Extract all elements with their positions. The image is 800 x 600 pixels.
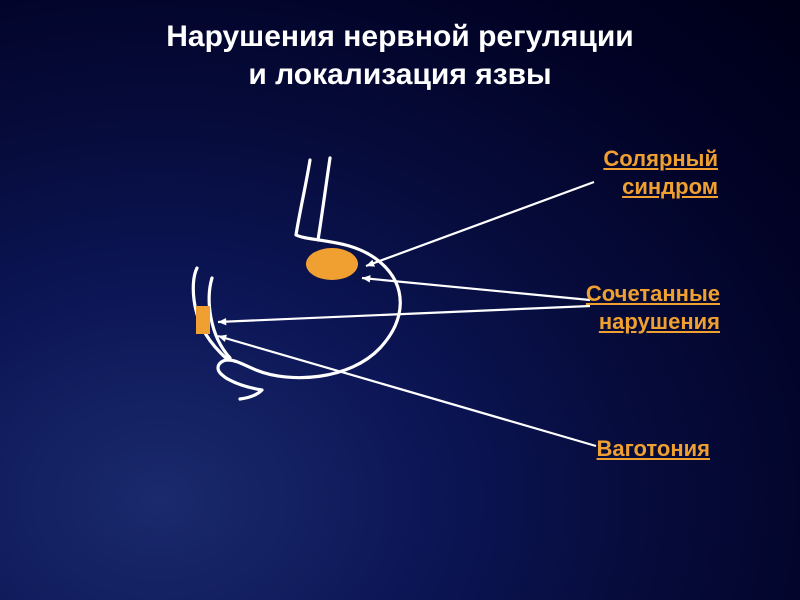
label-solar-syndrome: Солярный синдром <box>0 145 718 200</box>
label-combined-disorders: Сочетанные нарушения <box>0 280 720 335</box>
label-vagotonia: Ваготония <box>0 435 710 463</box>
